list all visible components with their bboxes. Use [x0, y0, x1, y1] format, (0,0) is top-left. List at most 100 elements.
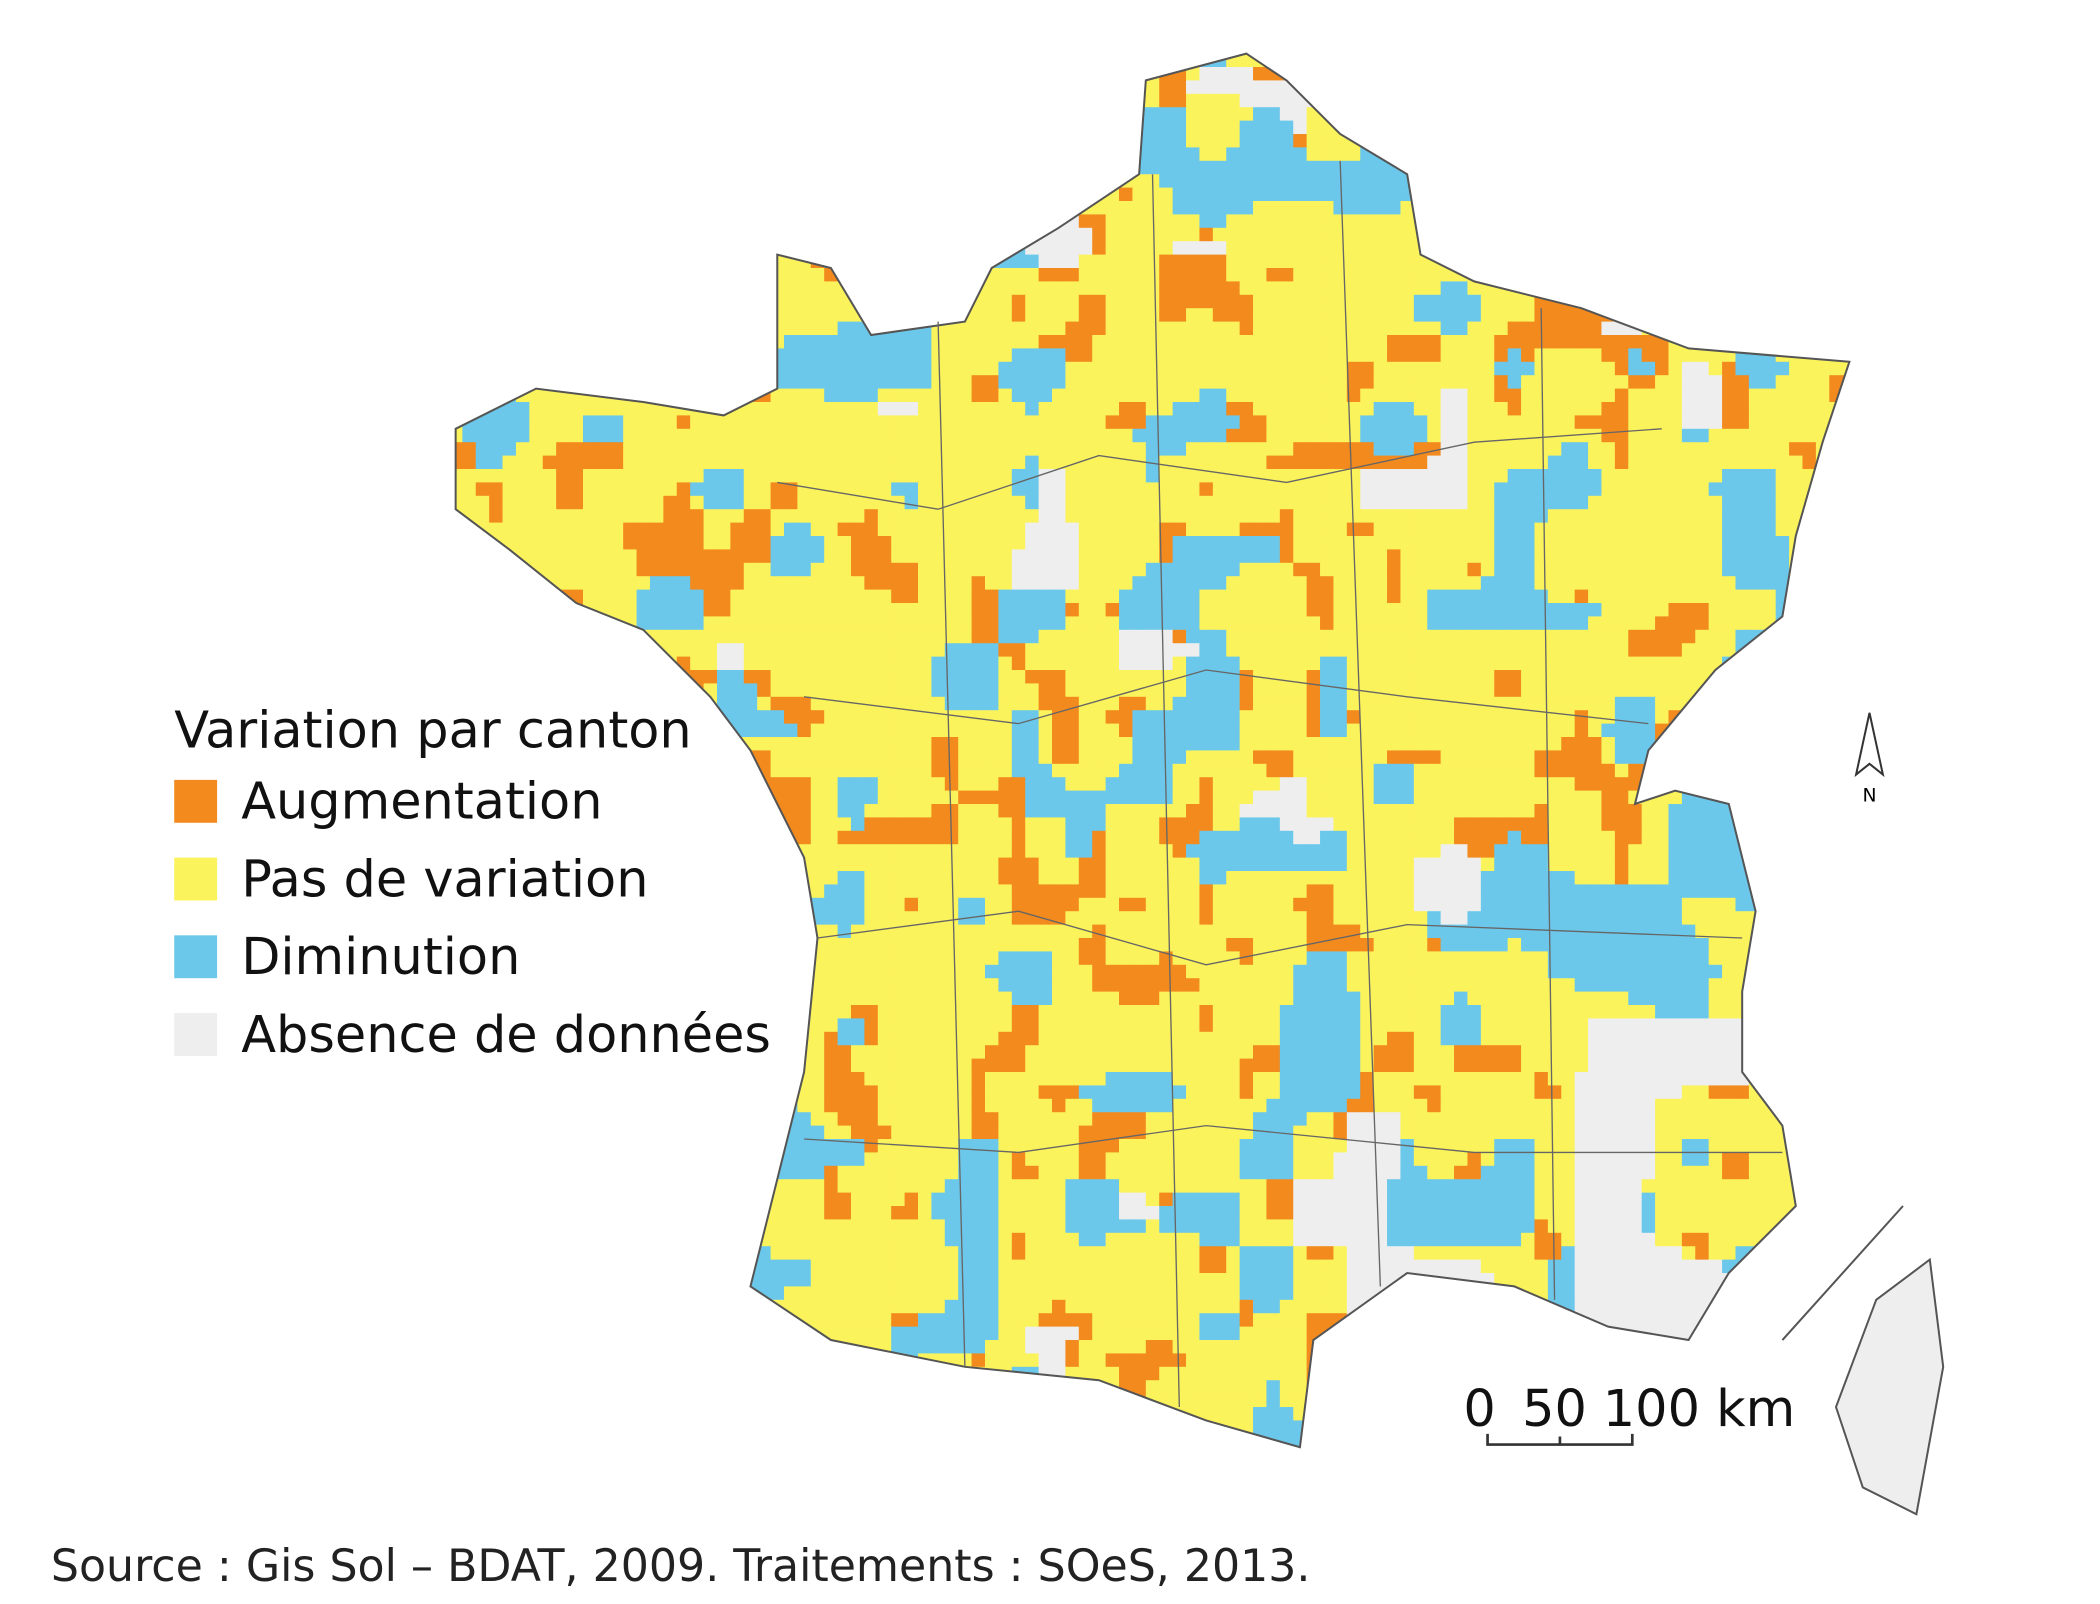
- canton-cell: [542, 53, 557, 68]
- canton-cell: [1507, 201, 1522, 216]
- canton-cell: [958, 536, 973, 551]
- canton-cell: [1360, 93, 1375, 108]
- canton-cell: [810, 281, 825, 296]
- canton-cell: [1373, 107, 1388, 122]
- canton-cell: [1119, 281, 1134, 296]
- canton-cell: [837, 495, 852, 510]
- canton-cell: [1025, 495, 1040, 510]
- canton-cell: [1842, 80, 1850, 95]
- canton-cell: [676, 214, 691, 229]
- canton-cell: [455, 80, 464, 95]
- canton-cell: [489, 589, 504, 604]
- canton-cell: [1614, 603, 1629, 618]
- canton-cell: [743, 268, 758, 283]
- canton-cell: [1360, 428, 1375, 443]
- canton-cell: [1467, 335, 1482, 350]
- canton-cell: [958, 335, 973, 350]
- canton-cell: [1762, 495, 1777, 510]
- canton-cell: [1614, 415, 1629, 430]
- canton-cell: [515, 361, 531, 376]
- canton-cell: [985, 562, 1000, 577]
- canton-cell: [1052, 402, 1067, 417]
- canton-cell: [810, 147, 825, 162]
- canton-cell: [623, 241, 638, 256]
- canton-cell: [1494, 549, 1509, 564]
- canton-cell: [1065, 254, 1080, 269]
- canton-cell: [1427, 281, 1442, 296]
- canton-cell: [542, 321, 557, 336]
- canton-cell: [462, 589, 477, 604]
- canton-cell: [1534, 656, 1549, 671]
- canton-cell: [1722, 107, 1737, 122]
- canton-cell: [1159, 80, 1174, 95]
- canton-cell: [931, 308, 946, 323]
- canton-cell: [1132, 294, 1147, 309]
- canton-cell: [1092, 268, 1107, 283]
- canton-cell: [1132, 536, 1147, 551]
- canton-cell: [837, 294, 852, 309]
- canton-cell: [985, 670, 1000, 685]
- canton-cell: [1078, 294, 1093, 309]
- canton-cell: [582, 670, 598, 685]
- canton-cell: [690, 227, 705, 242]
- canton-cell: [529, 415, 544, 430]
- canton-cell: [1467, 616, 1482, 631]
- canton-cell: [797, 348, 812, 363]
- canton-cell: [649, 134, 665, 149]
- canton-cell: [1521, 469, 1536, 484]
- canton-cell: [958, 428, 973, 443]
- canton-cell: [931, 589, 946, 604]
- canton-cell: [1480, 67, 1495, 82]
- canton-cell: [1427, 549, 1442, 564]
- canton-cell: [1011, 174, 1026, 189]
- canton-cell: [1078, 522, 1093, 537]
- canton-cell: [649, 241, 665, 256]
- canton-cell: [1212, 67, 1227, 82]
- canton-cell: [569, 214, 584, 229]
- canton-cell: [1748, 201, 1763, 216]
- canton-cell: [1681, 415, 1696, 430]
- canton-cell: [1052, 281, 1067, 296]
- canton-cell: [770, 227, 785, 242]
- canton-cell: [1293, 201, 1308, 216]
- canton-cell: [1293, 241, 1308, 256]
- canton-cell: [1413, 509, 1428, 524]
- canton-cell: [1681, 562, 1696, 577]
- canton-cell: [1078, 576, 1093, 591]
- canton-cell: [864, 214, 879, 229]
- canton-cell: [1186, 643, 1201, 658]
- canton-cell: [1373, 469, 1388, 484]
- canton-cell: [1789, 268, 1804, 283]
- canton-cell: [1186, 603, 1201, 618]
- canton-cell: [1239, 643, 1254, 658]
- canton-cell: [917, 294, 933, 309]
- canton-cell: [1387, 281, 1402, 296]
- canton-cell: [891, 388, 906, 403]
- canton-cell: [1521, 67, 1536, 82]
- canton-cell: [556, 187, 571, 202]
- canton-cell: [850, 120, 866, 135]
- canton-cell: [1172, 294, 1187, 309]
- canton-cell: [1306, 254, 1321, 269]
- canton-cell: [985, 402, 1000, 417]
- canton-cell: [931, 603, 946, 618]
- canton-cell: [1561, 187, 1576, 202]
- canton-cell: [690, 361, 705, 376]
- canton-cell: [1641, 415, 1656, 430]
- canton-cell: [877, 469, 892, 484]
- canton-cell: [515, 656, 531, 671]
- canton-cell: [649, 415, 665, 430]
- canton-cell: [1708, 442, 1723, 457]
- canton-cell: [1534, 160, 1549, 175]
- canton-cell: [1132, 576, 1147, 591]
- canton-cell: [1789, 670, 1804, 685]
- canton-cell: [1802, 227, 1817, 242]
- canton-cell: [1775, 589, 1790, 604]
- canton-cell: [1789, 254, 1804, 269]
- canton-cell: [1011, 120, 1026, 135]
- canton-cell: [1440, 321, 1455, 336]
- canton-cell: [596, 227, 611, 242]
- canton-cell: [1507, 670, 1522, 685]
- canton-cell: [462, 268, 477, 283]
- canton-cell: [1052, 683, 1067, 698]
